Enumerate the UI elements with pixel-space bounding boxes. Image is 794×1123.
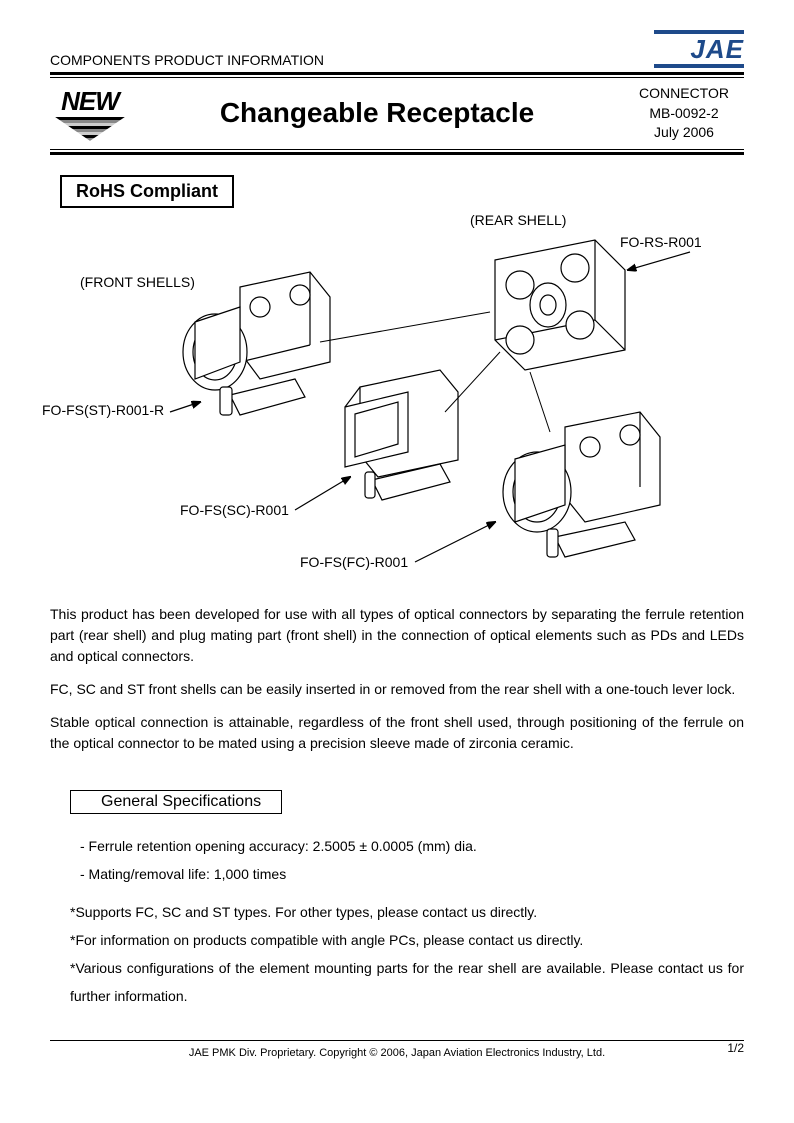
meta-date: July 2006 [624, 123, 744, 143]
meta-doc-number: MB-0092-2 [624, 104, 744, 124]
chevron-down-icon [55, 117, 125, 141]
description-p3: Stable optical connection is attainable,… [50, 712, 744, 754]
meta-category: CONNECTOR [624, 84, 744, 104]
description-p1: This product has been developed for use … [50, 604, 744, 667]
spec-item-2: - Mating/removal life: 1,000 times [80, 860, 744, 888]
page-number: 1/2 [727, 1041, 744, 1055]
logo-bar-bottom [654, 64, 744, 68]
top-double-rule [50, 72, 744, 78]
meta-block: CONNECTOR MB-0092-2 July 2006 [624, 84, 744, 143]
logo: JAE [654, 30, 744, 68]
diagram-arrows [50, 212, 750, 592]
new-text: NEW [50, 86, 130, 117]
page-title: Changeable Receptacle [140, 97, 614, 129]
spec-item-1: - Ferrule retention opening accuracy: 2.… [80, 832, 744, 860]
logo-text: JAE [654, 36, 744, 62]
note-3: *Various configurations of the element m… [70, 954, 744, 1010]
note-1: *Supports FC, SC and ST types. For other… [70, 898, 744, 926]
description-p2: FC, SC and ST front shells can be easily… [50, 679, 744, 700]
new-badge: NEW [50, 86, 130, 141]
header-label: COMPONENTS PRODUCT INFORMATION [50, 52, 324, 68]
footer-rule [50, 1040, 744, 1041]
note-2: *For information on products compatible … [70, 926, 744, 954]
section-header-specs: General Specifications [70, 790, 282, 814]
title-double-rule [50, 149, 744, 155]
rohs-badge: RoHS Compliant [60, 175, 234, 208]
footer-text: JAE PMK Div. Proprietary. Copyright © 20… [189, 1047, 605, 1059]
diagram-area: (REAR SHELL) FO-RS-R001 (FRONT SHELLS) F… [50, 212, 744, 592]
